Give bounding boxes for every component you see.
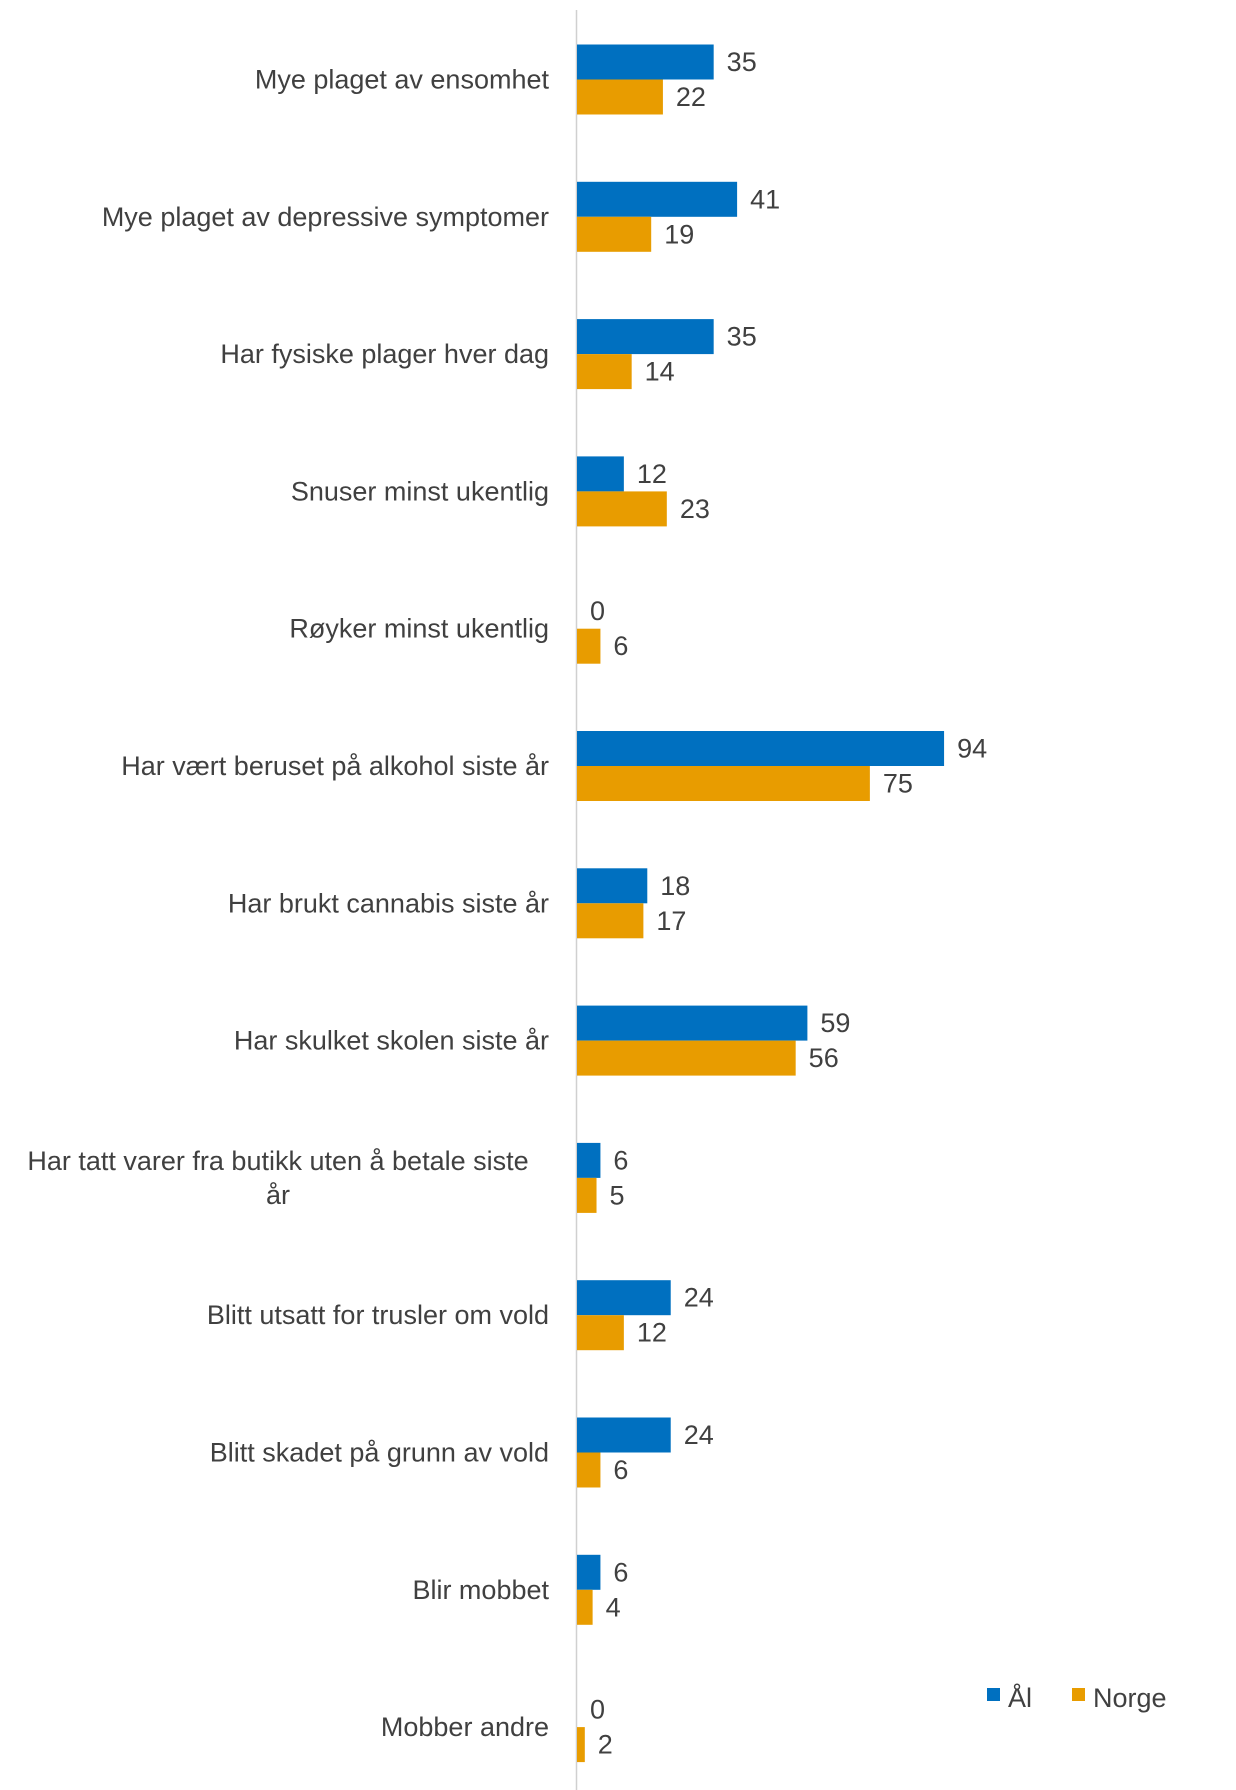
category-label: Blitt skadet på grunn av vold (210, 1438, 549, 1468)
category-label: Mobber andre (381, 1712, 549, 1742)
value-label-norge: 19 (664, 219, 694, 249)
value-label-norge: 56 (809, 1043, 839, 1073)
value-label-norge: 4 (606, 1592, 621, 1622)
bar-al (577, 1554, 601, 1590)
bar-norge (577, 1452, 601, 1488)
bar-norge (577, 491, 667, 527)
bar-norge (577, 1727, 585, 1763)
bar-al (577, 731, 945, 766)
bar-norge (577, 1589, 593, 1625)
category-label-line: Har tatt varer fra butikk uten å betale … (27, 1146, 528, 1176)
legend-swatch-norge (1072, 1688, 1085, 1701)
value-label-al: 12 (637, 459, 667, 489)
category-label-line: Har vært beruset på alkohol siste år (121, 751, 549, 781)
bar-norge (577, 1040, 796, 1076)
category-label-line: Snuser minst ukentlig (291, 476, 549, 506)
bar-al (577, 319, 714, 355)
legend-swatch-al (987, 1688, 1000, 1701)
category-label: Har fysiske plager hver dag (220, 339, 549, 369)
category-label: Har skulket skolen siste år (234, 1026, 549, 1056)
value-label-al: 6 (613, 1145, 628, 1175)
category-label: Mye plaget av depressive symptomer (102, 202, 549, 232)
category-label: Blir mobbet (412, 1575, 549, 1605)
value-label-al: 24 (684, 1420, 714, 1450)
value-labels: 3522411935141223069475181759566524122466… (590, 47, 987, 1760)
value-label-norge: 2 (598, 1730, 613, 1760)
value-label-norge: 6 (613, 1455, 628, 1485)
category-label: Mye plaget av ensomhet (255, 65, 550, 95)
bar-al (577, 1417, 671, 1453)
legend-label-al: Ål (1008, 1682, 1032, 1713)
category-label: Blitt utsatt for trusler om vold (207, 1300, 549, 1330)
value-label-al: 18 (660, 871, 690, 901)
category-label-line: Blitt utsatt for trusler om vold (207, 1300, 549, 1330)
bar-norge (577, 1315, 624, 1351)
category-label-line: Har skulket skolen siste år (234, 1026, 549, 1056)
bar-norge (577, 1177, 597, 1213)
category-label: Har vært beruset på alkohol siste år (121, 751, 549, 781)
category-label: Har brukt cannabis siste år (228, 888, 549, 918)
bar-al (577, 456, 624, 492)
value-label-norge: 12 (637, 1318, 667, 1348)
value-label-al: 35 (727, 47, 757, 77)
category-label-line: Mye plaget av ensomhet (255, 65, 550, 95)
value-label-norge: 5 (610, 1180, 625, 1210)
bar-al (577, 44, 714, 80)
bar-norge (577, 903, 644, 939)
value-label-al: 0 (590, 1695, 605, 1725)
value-label-al: 41 (750, 184, 780, 214)
value-label-al: 59 (820, 1008, 850, 1038)
category-label-line: Har fysiske plager hver dag (220, 339, 549, 369)
category-label-line: Mye plaget av depressive symptomer (102, 202, 549, 232)
category-label: Har tatt varer fra butikk uten å betale … (27, 1146, 528, 1210)
value-label-al: 35 (727, 322, 757, 352)
value-label-al: 0 (590, 596, 605, 626)
value-label-norge: 22 (676, 82, 706, 112)
category-label-line: Røyker minst ukentlig (289, 614, 549, 644)
category-labels: Mye plaget av ensomhet Mye plaget av depr… (27, 65, 549, 1743)
category-label-line: Blitt skadet på grunn av vold (210, 1438, 549, 1468)
value-label-norge: 14 (645, 357, 675, 387)
legend: Ål Norge (987, 1682, 1167, 1713)
category-label-line: Blir mobbet (412, 1575, 549, 1605)
value-label-al: 24 (684, 1283, 714, 1313)
value-label-al: 94 (957, 734, 987, 764)
bar-norge (577, 628, 601, 664)
bar-norge (577, 216, 652, 252)
bar-al (577, 1005, 808, 1041)
category-label-line: år (266, 1180, 290, 1210)
bar-al (577, 1280, 671, 1316)
bar-norge (577, 766, 870, 801)
bar-norge (577, 354, 632, 390)
category-label-line: Mobber andre (381, 1712, 549, 1742)
legend-label-norge: Norge (1093, 1683, 1167, 1713)
bar-al (577, 181, 738, 217)
value-label-norge: 75 (883, 769, 913, 799)
bar-norge (577, 79, 663, 115)
bar-al (577, 868, 648, 904)
category-label: Snuser minst ukentlig (291, 476, 549, 506)
bars (577, 44, 945, 1763)
value-label-norge: 6 (613, 631, 628, 661)
category-label-line: Har brukt cannabis siste år (228, 888, 549, 918)
value-label-norge: 17 (656, 906, 686, 936)
category-label: Røyker minst ukentlig (289, 614, 549, 644)
bar-al (577, 1142, 601, 1178)
value-label-norge: 23 (680, 494, 710, 524)
value-label-al: 6 (613, 1557, 628, 1587)
